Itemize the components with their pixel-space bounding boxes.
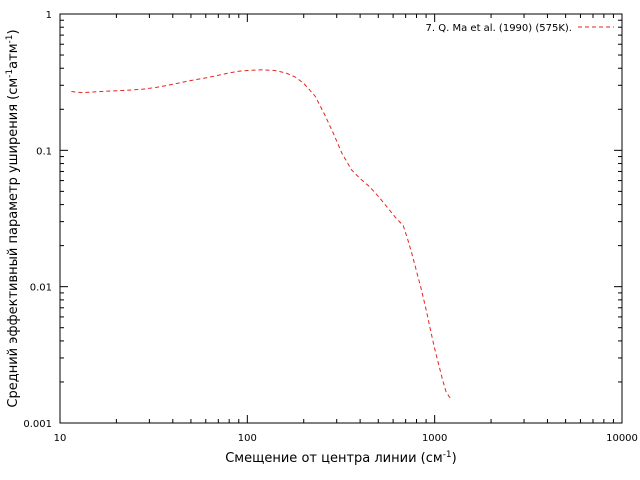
plot-area-frame bbox=[59, 13, 623, 424]
series-layer bbox=[71, 69, 454, 400]
y-tick-label: 0.01 bbox=[30, 283, 52, 294]
y-tick-label: 0.1 bbox=[36, 146, 52, 157]
y-axis-title: Средний эффективный параметр уширения (с… bbox=[5, 29, 21, 407]
legend-entry-label: 7. Q. Ma et al. (1990) (575K). bbox=[426, 23, 572, 34]
series-line bbox=[71, 69, 454, 400]
x-tick-label: 100 bbox=[238, 433, 257, 444]
legend: 7. Q. Ma et al. (1990) (575K). bbox=[426, 23, 614, 34]
x-tick-label: 10 bbox=[54, 433, 67, 444]
y-tick-label: 0.001 bbox=[23, 419, 52, 430]
x-tick-label: 10000 bbox=[606, 433, 638, 444]
x-tick-label: 1000 bbox=[422, 433, 447, 444]
axis-ticks: 10 100 1000 10000 0.001 0.01 0.1 1 bbox=[23, 10, 638, 444]
x-axis-title: Смещение от центра линии (см-1) bbox=[225, 450, 457, 466]
y-tick-label: 1 bbox=[46, 10, 52, 21]
